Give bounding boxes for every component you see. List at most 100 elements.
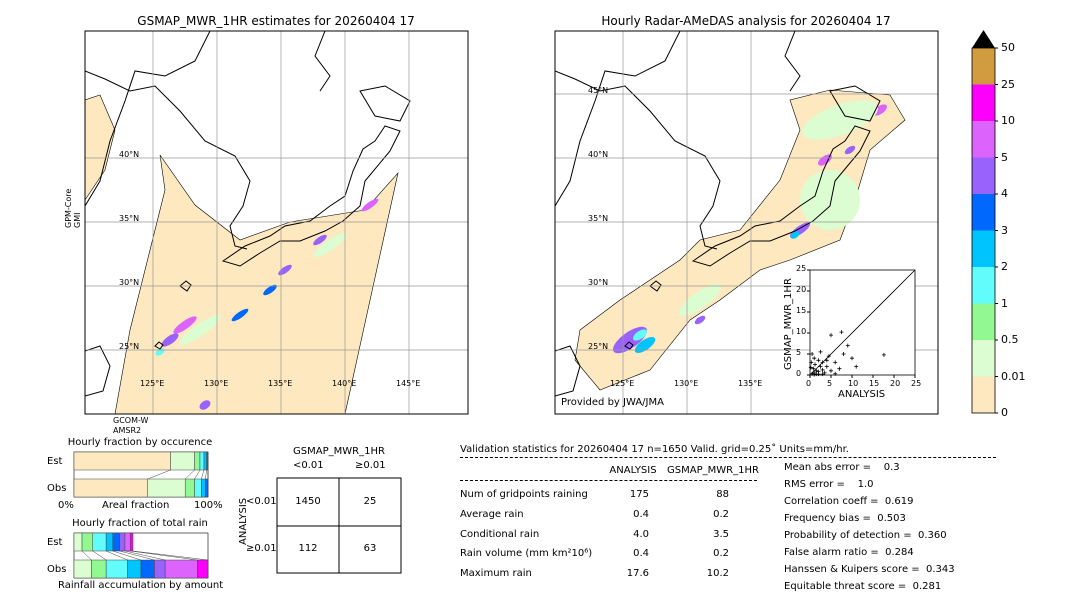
coastline bbox=[624, 341, 634, 350]
rain-area bbox=[800, 170, 860, 230]
stat-gsmap-value: 10.2 bbox=[706, 568, 729, 579]
scatter-point bbox=[818, 349, 823, 354]
cell-false-alarm: 25 bbox=[363, 496, 377, 507]
stat-analysis-value: 175 bbox=[629, 489, 649, 500]
fraction-segment bbox=[206, 451, 209, 471]
scatter-point bbox=[850, 356, 854, 361]
connector-line bbox=[81, 550, 92, 561]
fraction-segment bbox=[203, 451, 207, 471]
fraction-segment bbox=[194, 478, 202, 498]
x-tick-label: 25 bbox=[911, 379, 922, 388]
side-label-1: GPM-Core bbox=[64, 188, 73, 228]
connector-line bbox=[185, 469, 195, 480]
connector-line bbox=[130, 550, 198, 561]
colorbar-segment bbox=[972, 230, 995, 267]
y-tick-label: 15 bbox=[796, 306, 807, 315]
scatter-point bbox=[854, 364, 859, 369]
lat-label: 35°N bbox=[119, 214, 140, 223]
stat-gsmap-value: 0.2 bbox=[713, 509, 729, 520]
lon-label: 125°E bbox=[610, 379, 635, 388]
contingency-col-label-0: <0.01 bbox=[293, 460, 324, 471]
connector-line bbox=[112, 550, 142, 561]
coastline bbox=[691, 125, 871, 267]
coastline bbox=[555, 31, 681, 207]
stat-analysis-value: 4.0 bbox=[633, 529, 649, 540]
connector-line bbox=[132, 550, 209, 561]
fraction-segment bbox=[147, 478, 186, 498]
lat-label: 40°N bbox=[588, 150, 609, 159]
left-map-content bbox=[85, 31, 468, 414]
rain-area bbox=[633, 329, 647, 341]
scatter-point bbox=[826, 354, 831, 359]
estimate-coverage-area bbox=[85, 94, 116, 201]
connector-line bbox=[194, 469, 201, 480]
scatter-point bbox=[816, 358, 821, 363]
scatter-point bbox=[810, 371, 815, 376]
rain-obs-label: Obs bbox=[47, 564, 67, 575]
rain-area bbox=[161, 333, 179, 347]
scatter-point bbox=[808, 365, 813, 370]
coastline bbox=[85, 345, 111, 397]
rain-area bbox=[179, 314, 221, 346]
scatter-point bbox=[833, 360, 838, 365]
stat-gsmap-value: 3.5 bbox=[713, 529, 729, 540]
colorbar-label: 0.5 bbox=[1001, 333, 1019, 346]
scatter-point bbox=[829, 333, 833, 338]
colorbar-label: 2 bbox=[1001, 260, 1008, 273]
colorbar-label: 3 bbox=[1001, 223, 1008, 237]
rain-xlabel: Rainfall accumulation by amount bbox=[58, 580, 224, 591]
scatter-point bbox=[814, 372, 819, 377]
x-tick-label: 10 bbox=[848, 379, 859, 388]
validation-title: Validation statistics for 20260404 17 n=… bbox=[460, 444, 849, 455]
lat-label: 25°N bbox=[119, 342, 140, 351]
colorbar-label: 25 bbox=[1001, 77, 1015, 91]
lon-label: 130°E bbox=[204, 379, 229, 388]
fraction-segment bbox=[124, 532, 131, 552]
stat-label: Average rain bbox=[460, 509, 524, 520]
colorbar-segment bbox=[972, 303, 995, 340]
credit-text: Provided by JWA/JMA bbox=[561, 397, 664, 408]
stat-label: Conditional rain bbox=[460, 529, 540, 540]
map-frame bbox=[84, 30, 469, 415]
stat-gsmap-value: 88 bbox=[716, 489, 729, 500]
occ-xlabel: Areal fraction bbox=[102, 500, 170, 511]
right-map-title: Hourly Radar-AMeDAS analysis for 2026040… bbox=[601, 14, 891, 28]
rain-area bbox=[694, 315, 706, 325]
scatter-point bbox=[845, 343, 850, 348]
rain-area bbox=[313, 234, 327, 246]
divider bbox=[460, 457, 996, 458]
scatter-point bbox=[814, 368, 819, 373]
colorbar-segment bbox=[972, 84, 995, 121]
fraction-segment bbox=[112, 532, 120, 552]
scatter-point bbox=[818, 364, 823, 369]
lon-label: 135°E bbox=[738, 379, 763, 388]
fraction-segment bbox=[184, 478, 195, 498]
colorbar-segment bbox=[972, 157, 995, 194]
rain-area bbox=[263, 284, 277, 296]
rain-est-label: Est bbox=[47, 537, 63, 548]
coastline bbox=[154, 341, 164, 350]
score-line: RMS error = 1.0 bbox=[784, 479, 874, 490]
lat-label: 30°N bbox=[119, 278, 140, 287]
lat-label: 25°N bbox=[588, 342, 609, 351]
scatter-xlabel: ANALYSIS bbox=[838, 389, 886, 400]
scatter-point bbox=[812, 356, 817, 361]
x-tick-label: 20 bbox=[890, 379, 901, 388]
side-label-2: GMI bbox=[73, 212, 82, 228]
fraction-segment bbox=[127, 559, 142, 579]
coastline bbox=[649, 280, 662, 292]
colorbar-label: 0 bbox=[1001, 406, 1008, 419]
colorbar-over-arrow bbox=[972, 30, 995, 48]
fraction-segment bbox=[140, 559, 155, 579]
scatter-point bbox=[820, 372, 825, 377]
scatter-point bbox=[833, 371, 838, 376]
bottom-label-1: GCOM-W bbox=[113, 416, 149, 425]
stat-analysis-value: 0.4 bbox=[633, 509, 649, 520]
fraction-segment bbox=[201, 478, 206, 498]
header-gsmap: GSMAP_MWR_1HR bbox=[667, 465, 759, 476]
scatter-point bbox=[841, 352, 846, 356]
fraction-segment bbox=[170, 451, 195, 471]
divider bbox=[460, 480, 757, 481]
stat-gsmap-value: 0.2 bbox=[713, 548, 729, 559]
